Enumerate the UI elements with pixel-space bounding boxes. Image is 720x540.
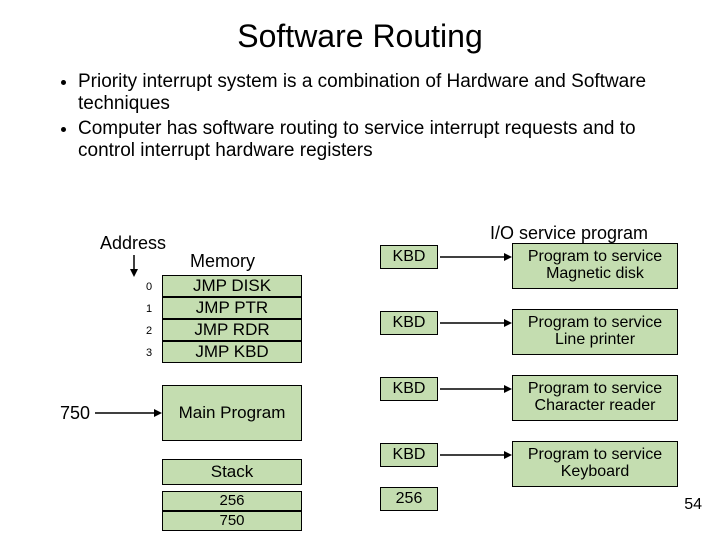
mem-jmp-disk: JMP DISK [162,275,302,297]
program-keyboard: Program to service Keyboard [512,441,678,487]
page-number: 54 [684,496,702,514]
mem-main-program: Main Program [162,385,302,441]
mem-ret-750: 750 [162,511,302,531]
program-char-reader: Program to service Character reader [512,375,678,421]
kbd-cell: KBD [380,311,438,335]
bullet-list: Priority interrupt system is a combinati… [0,67,720,163]
memory-label: Memory [190,251,255,272]
bullet-item: Priority interrupt system is a combinati… [78,71,680,116]
bullet-item: Computer has software routing to service… [78,118,680,163]
mem-jmp-kbd: JMP KBD [162,341,302,363]
addr-num: 3 [146,347,152,359]
program-disk: Program to service Magnetic disk [512,243,678,289]
kbd-cell: KBD [380,377,438,401]
mem-stack: Stack [162,459,302,485]
addr-750-label: 750 [60,403,90,424]
mem-jmp-ptr: JMP PTR [162,297,302,319]
kbd-256: 256 [380,487,438,511]
addr-num: 1 [146,303,152,315]
memory-diagram: Address Memory I/O service program 750 0… [0,215,720,535]
kbd-cell: KBD [380,443,438,467]
addr-num: 2 [146,325,152,337]
address-label: Address [100,233,166,254]
program-printer: Program to service Line printer [512,309,678,355]
addr-num: 0 [146,281,152,293]
slide-title: Software Routing [0,0,720,67]
mem-jmp-rdr: JMP RDR [162,319,302,341]
io-program-label: I/O service program [490,223,648,244]
mem-ret-256: 256 [162,491,302,511]
kbd-cell: KBD [380,245,438,269]
